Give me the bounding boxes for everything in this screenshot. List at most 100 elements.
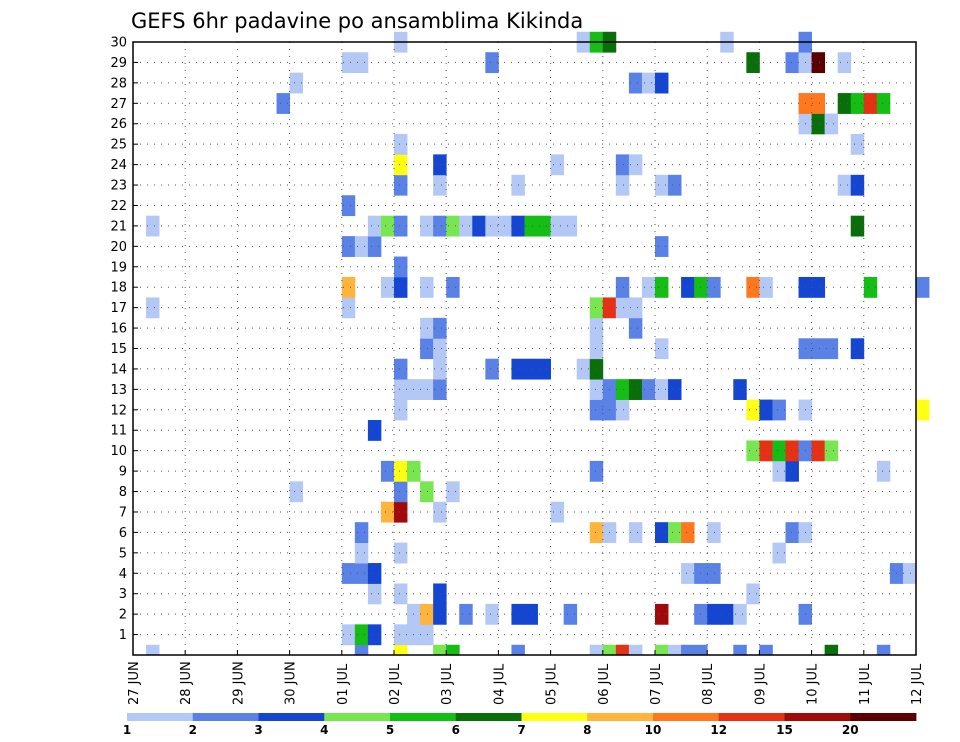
precip-cell: [785, 52, 799, 74]
precip-cell: [576, 358, 591, 380]
precip-cell: [354, 542, 369, 564]
colorbar-swatch: [718, 713, 785, 721]
x-tick-label: 01 JUL: [336, 663, 351, 705]
precip-cell: [394, 460, 408, 482]
precip-cell: [863, 276, 878, 298]
y-tick-label: 7: [119, 505, 127, 520]
precip-cell: [433, 644, 447, 656]
precip-cell: [341, 236, 356, 257]
precip-cell: [850, 215, 865, 237]
precip-cell: [394, 583, 408, 605]
y-tick-label: 4: [119, 567, 127, 582]
x-tick-label: 12 JUL: [910, 663, 925, 705]
precip-cell: [837, 52, 852, 74]
precip-cell: [628, 379, 643, 400]
precip-cell: [563, 215, 578, 237]
colorbar-label: 15: [776, 723, 793, 737]
precip-cell: [811, 440, 826, 462]
precip-cell: [811, 93, 826, 114]
y-tick-label: 1: [119, 628, 127, 643]
precip-cell: [394, 542, 408, 564]
precip-cell: [707, 522, 721, 544]
precip-cell: [550, 154, 565, 176]
precip-cell: [615, 297, 630, 319]
precip-cell: [394, 133, 408, 155]
precip-cell: [863, 93, 878, 114]
precip-cell: [641, 379, 656, 400]
x-tick-label: 04 JUL: [492, 663, 507, 705]
precip-cell: [394, 481, 408, 503]
precip-cell: [655, 522, 669, 544]
precip-cell: [628, 72, 643, 94]
precip-cell: [472, 215, 486, 237]
precip-cell: [720, 603, 734, 625]
x-axis: 27 JUN 28 JUN 29 JUN 30 JUN 01 JUL 02 JUL 03 J…: [127, 650, 925, 705]
colorbar-swatch: [587, 713, 654, 721]
x-tick-label: 09 JUL: [753, 663, 768, 705]
precip-cell: [850, 93, 865, 114]
y-tick-label: 27: [110, 97, 127, 112]
precip-cell: [394, 379, 408, 400]
precip-cell: [380, 501, 395, 523]
precip-cell: [850, 338, 865, 360]
precip-cell: [681, 276, 695, 298]
precip-cell: [655, 644, 669, 656]
precip-cell: [354, 644, 369, 656]
precip-cell: [433, 317, 447, 339]
precip-cell: [746, 440, 760, 462]
precip-cell: [641, 72, 656, 94]
precip-cell: [628, 644, 643, 656]
colorbar-swatch: [192, 713, 259, 721]
colorbar-swatch: [127, 713, 194, 721]
precip-cell: [655, 174, 669, 196]
colorbar-label: 5: [386, 723, 394, 737]
precip-cell: [615, 644, 630, 656]
y-axis: 1234567891011121314151617181920212223242…: [110, 36, 138, 643]
precip-cell: [615, 276, 630, 298]
precip-cell: [498, 215, 512, 237]
colorbar-swatch: [850, 713, 917, 721]
precip-cell: [367, 563, 382, 584]
y-tick-label: 17: [110, 301, 127, 316]
precip-cell: [589, 338, 604, 360]
precip-cell: [628, 522, 643, 544]
precip-cell: [694, 644, 708, 656]
precip-cell: [850, 133, 865, 155]
y-tick-label: 29: [110, 56, 127, 71]
precip-cell: [276, 93, 290, 114]
precip-cell: [615, 379, 630, 400]
precip-cell: [902, 563, 917, 584]
precip-cell: [759, 644, 773, 656]
precip-cell: [394, 215, 408, 237]
chart-title: GEFS 6hr padavine po ansamblima Kikinda: [131, 9, 583, 33]
precip-cell: [511, 644, 525, 656]
precip-cell: [433, 603, 447, 625]
precip-cell: [341, 563, 356, 584]
precip-cell: [733, 379, 747, 400]
precip-cell: [655, 603, 669, 625]
precip-cell: [589, 522, 604, 544]
precip-cell: [341, 297, 356, 319]
precip-cell: [628, 154, 643, 176]
colorbar-label: 2: [189, 723, 197, 737]
precip-cell: [394, 154, 408, 176]
x-tick-label: 02 JUL: [388, 663, 403, 705]
x-tick-label: 03 JUL: [440, 663, 455, 705]
y-tick-label: 12: [110, 403, 127, 418]
precip-cell: [628, 317, 643, 339]
x-tick-label: 27 JUN: [127, 661, 142, 705]
precip-cell: [354, 563, 369, 584]
y-tick-label: 18: [110, 281, 127, 296]
colorbar-label: 4: [320, 723, 328, 737]
precip-cell: [433, 154, 447, 176]
colorbar-label: 12: [710, 723, 727, 737]
precip-cell: [824, 338, 839, 360]
colorbar-swatch: [258, 713, 325, 721]
precip-cell: [824, 113, 839, 135]
precip-cell: [459, 215, 473, 237]
precip-cell: [394, 644, 408, 656]
x-tick-label: 11 JUL: [858, 663, 873, 705]
precip-cell: [446, 644, 460, 656]
y-tick-label: 2: [119, 608, 127, 623]
precip-cell: [354, 236, 369, 257]
